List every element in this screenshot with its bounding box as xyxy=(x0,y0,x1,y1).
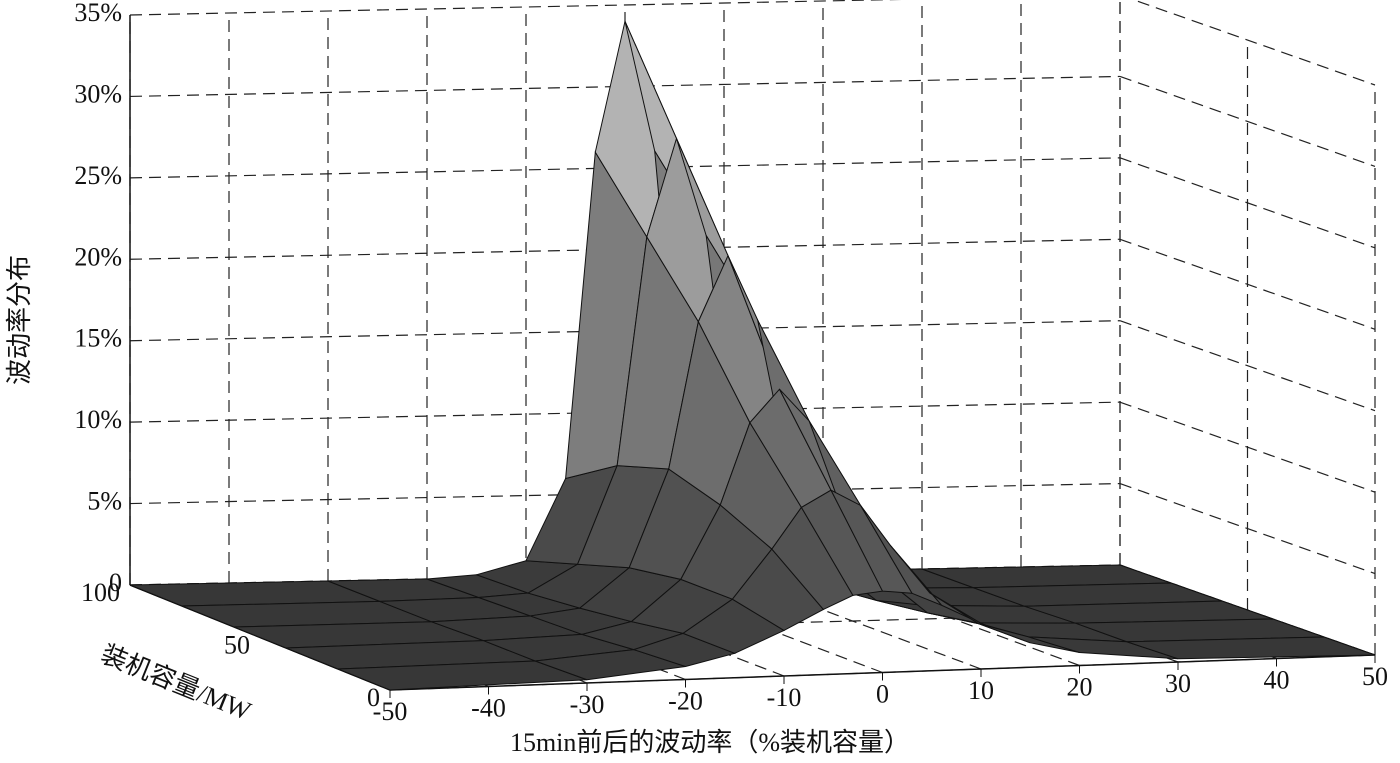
axis-line xyxy=(389,654,1376,691)
grid-line xyxy=(129,0,903,16)
z-tick-label: 5% xyxy=(87,487,122,516)
x-tick-label: 10 xyxy=(968,676,994,705)
z-axis-label: 波动率分布 xyxy=(5,255,34,385)
surface-patch xyxy=(1126,636,1376,660)
z-tick-label: 0 xyxy=(109,568,122,597)
z-tick-label: 15% xyxy=(74,324,122,353)
y-tick-label: 50 xyxy=(224,630,250,659)
grid-line xyxy=(1132,0,1376,86)
z-tick-label: 20% xyxy=(74,242,122,271)
y-tick-label: 0 xyxy=(367,683,380,712)
x-tick-label: 20 xyxy=(1067,672,1093,701)
z-tick-label: 35% xyxy=(74,0,122,27)
x-tick-label: -10 xyxy=(767,683,802,712)
x-tick-label: 50 xyxy=(1362,662,1388,691)
x-tick-label: -50 xyxy=(373,697,408,726)
y-tick-label: 100 xyxy=(81,578,120,607)
grid-line xyxy=(1119,320,1376,412)
x-axis-label: 15min前后的波动率（%装机容量） xyxy=(510,728,910,757)
x-tick-label: -30 xyxy=(570,690,605,719)
z-tick-label: 25% xyxy=(74,161,122,190)
z-tick-label: 30% xyxy=(74,79,122,108)
x-tick-label: 0 xyxy=(876,679,889,708)
x-tick-label: -40 xyxy=(471,693,506,722)
x-tick-label: -20 xyxy=(668,686,703,715)
z-tick-label: 10% xyxy=(74,405,122,434)
x-tick-label: 30 xyxy=(1165,669,1191,698)
x-tick-label: 40 xyxy=(1264,665,1290,694)
grid-line xyxy=(1119,75,1376,167)
